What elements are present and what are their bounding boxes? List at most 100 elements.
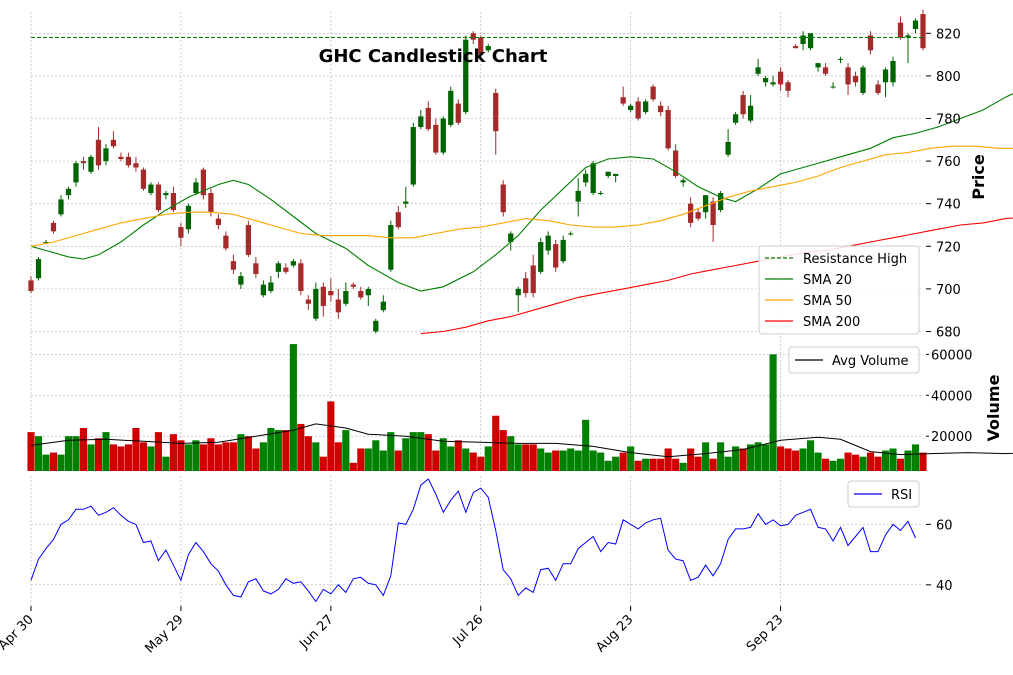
candle-body xyxy=(43,242,49,244)
candle-body xyxy=(628,105,634,110)
volume-bar xyxy=(709,458,717,471)
volume-bar xyxy=(612,456,620,471)
candle-body xyxy=(493,92,499,132)
volume-bar xyxy=(679,462,687,471)
price-tick-label: 740 xyxy=(936,198,961,213)
candle-body xyxy=(358,291,364,298)
sma-50-line xyxy=(30,145,1013,247)
volume-bar xyxy=(34,436,43,471)
volume-bar xyxy=(304,436,312,471)
volume-bar xyxy=(754,442,762,471)
price-tick-label: 720 xyxy=(936,240,961,255)
volume-bar xyxy=(792,450,800,471)
volume-bar xyxy=(424,434,432,471)
candle-body xyxy=(470,33,476,40)
volume-bar xyxy=(829,460,837,471)
volume-bar xyxy=(597,452,605,471)
candle-body xyxy=(238,276,244,285)
volume-bar xyxy=(192,440,200,471)
candle-body xyxy=(673,150,679,176)
candle-body xyxy=(740,95,746,115)
candle-body xyxy=(373,320,379,332)
candle-body xyxy=(875,84,881,93)
volume-bar xyxy=(619,452,627,471)
volume-bar xyxy=(417,432,425,471)
volume-bar xyxy=(364,448,372,471)
candle-body xyxy=(643,101,649,113)
candle-body xyxy=(283,267,289,272)
volume-bar xyxy=(567,448,575,471)
candle-body xyxy=(867,35,874,51)
volume-bar xyxy=(454,440,462,471)
candle-body xyxy=(837,58,844,60)
price-tick-label: 760 xyxy=(936,155,961,170)
candle-body xyxy=(365,288,371,296)
x-tick-label: Aug 23 xyxy=(593,612,636,655)
volume-bar xyxy=(859,456,867,471)
candle-body xyxy=(650,86,656,100)
volume-bar xyxy=(64,436,73,471)
candle-body xyxy=(777,71,784,85)
candle-body xyxy=(140,169,147,189)
candle-body xyxy=(155,184,162,211)
candle-body xyxy=(732,114,739,123)
volume-bar xyxy=(222,442,230,471)
candle-body xyxy=(380,301,386,311)
volume-bar xyxy=(244,436,252,471)
candle-body xyxy=(530,265,536,294)
volume-bar xyxy=(169,434,177,471)
volume-bar xyxy=(537,448,545,471)
volume-bar xyxy=(799,448,807,471)
candle-body xyxy=(215,218,222,225)
legend-sma-50-label: SMA 50 xyxy=(803,294,852,309)
candle-body xyxy=(770,82,776,85)
volume-bar xyxy=(589,450,597,471)
candle-body xyxy=(298,263,304,292)
volume-bar xyxy=(642,458,650,471)
volume-bar xyxy=(499,430,507,471)
volume-bar xyxy=(139,442,147,471)
candle-body xyxy=(455,103,461,123)
volume-bar xyxy=(514,444,522,471)
x-tick-label: Jun 27 xyxy=(296,612,336,652)
volume-bar xyxy=(732,446,740,471)
candle-body xyxy=(680,180,686,183)
candle-body xyxy=(553,244,559,268)
candle-body xyxy=(568,233,574,235)
candle-body xyxy=(852,75,859,83)
avg-volume-line xyxy=(30,423,1013,458)
price-tick-label: 700 xyxy=(936,283,961,298)
candle-body xyxy=(125,156,132,166)
volume-bar xyxy=(634,460,642,471)
volume-bar xyxy=(289,344,297,471)
volume-bar xyxy=(79,428,88,471)
candle-body xyxy=(133,163,139,168)
candle-body xyxy=(590,163,596,194)
volume-bar xyxy=(672,458,680,471)
candle-body xyxy=(695,212,701,219)
rsi-legend: RSI xyxy=(847,480,920,508)
volume-bar xyxy=(207,438,215,471)
candle-body xyxy=(815,63,821,68)
candle-body xyxy=(515,288,521,296)
volume-bar xyxy=(267,428,275,471)
volume-bar xyxy=(319,456,327,471)
volume-bar xyxy=(604,460,612,471)
volume-bar xyxy=(574,450,582,471)
candle-body xyxy=(163,193,169,196)
volume-legend: Avg Volume xyxy=(788,346,920,374)
candle-body xyxy=(95,139,102,166)
candle-body xyxy=(268,282,274,292)
volume-bar xyxy=(282,430,290,471)
volume-bar xyxy=(814,452,822,471)
volume-bar xyxy=(72,436,80,471)
candle-body xyxy=(882,69,889,83)
candle-body xyxy=(635,101,641,119)
candle-body xyxy=(830,86,836,88)
x-tick-label: May 29 xyxy=(143,612,187,656)
volume-bar xyxy=(154,432,162,471)
volume-bar xyxy=(162,456,170,471)
chart-title: GHC Candlestick Chart xyxy=(319,46,548,67)
